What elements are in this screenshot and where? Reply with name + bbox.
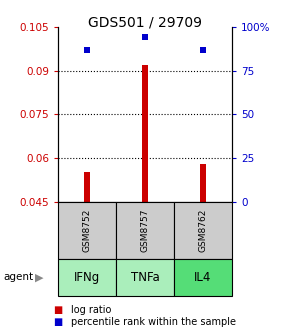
Text: ■: ■ xyxy=(53,317,63,327)
Text: GSM8762: GSM8762 xyxy=(198,208,208,252)
Bar xyxy=(116,202,174,259)
Text: agent: agent xyxy=(3,272,33,282)
Bar xyxy=(174,259,232,296)
Text: IL4: IL4 xyxy=(194,271,212,284)
Text: TNFa: TNFa xyxy=(130,271,160,284)
Text: GSM8752: GSM8752 xyxy=(82,208,92,252)
Bar xyxy=(174,202,232,259)
Bar xyxy=(58,202,116,259)
Text: GDS501 / 29709: GDS501 / 29709 xyxy=(88,15,202,29)
Text: log ratio: log ratio xyxy=(71,305,111,316)
Text: percentile rank within the sample: percentile rank within the sample xyxy=(71,317,236,327)
Bar xyxy=(142,65,148,202)
Bar xyxy=(58,259,116,296)
Text: ■: ■ xyxy=(53,305,63,316)
Bar xyxy=(116,259,174,296)
Text: ▶: ▶ xyxy=(35,272,44,282)
Bar xyxy=(84,172,90,202)
Text: GSM8757: GSM8757 xyxy=(140,208,150,252)
Text: IFNg: IFNg xyxy=(74,271,100,284)
Bar xyxy=(200,164,206,202)
